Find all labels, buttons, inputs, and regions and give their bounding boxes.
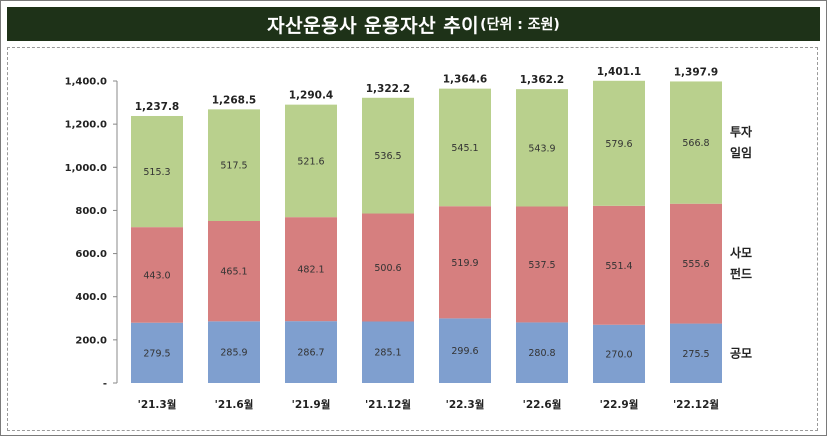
segment-value-label: 579.6 bbox=[605, 139, 632, 150]
chart-unit: (단위 : 조원) bbox=[480, 17, 560, 33]
bar-segment-1 bbox=[670, 323, 722, 383]
x-category-label: '21.3월 bbox=[138, 398, 177, 411]
segment-value-label: 465.1 bbox=[220, 267, 247, 278]
legend-label-2: 사모 bbox=[730, 245, 752, 260]
bar-segment-2 bbox=[208, 220, 260, 322]
bar-segment-2 bbox=[670, 203, 722, 324]
segment-value-label: 285.9 bbox=[220, 348, 247, 359]
bar-total-label: 1,401.1 bbox=[597, 66, 642, 78]
segment-value-label: 545.1 bbox=[451, 143, 478, 154]
y-tick-label: 1,400.0 bbox=[65, 77, 107, 88]
bar-segment-3 bbox=[285, 104, 337, 218]
bar-segment-3 bbox=[362, 97, 414, 214]
bar-segment-2 bbox=[362, 213, 414, 322]
bar-segment-1 bbox=[362, 321, 414, 383]
segment-value-label: 519.9 bbox=[451, 258, 478, 269]
bar-segment-3 bbox=[516, 89, 568, 207]
plot-area-border bbox=[7, 47, 818, 431]
legend-label-3: 일임 bbox=[730, 146, 752, 160]
segment-value-label: 566.8 bbox=[682, 138, 709, 149]
bar-segment-2 bbox=[131, 227, 183, 323]
segment-value-label: 275.5 bbox=[682, 349, 709, 360]
bar-segment-3 bbox=[593, 80, 645, 206]
bar-total-label: 1,268.5 bbox=[212, 94, 257, 106]
segment-value-label: 521.6 bbox=[297, 156, 324, 167]
bar-segment-1 bbox=[516, 322, 568, 383]
bar-total-label: 1,290.4 bbox=[289, 90, 334, 102]
y-tick-label: 400.0 bbox=[75, 292, 107, 303]
bar-segment-3 bbox=[208, 109, 260, 221]
segment-value-label: 280.8 bbox=[528, 348, 555, 359]
bar-total-label: 1,362.2 bbox=[520, 74, 565, 86]
bar-segment-3 bbox=[439, 88, 491, 207]
bar-total-label: 1,237.8 bbox=[135, 101, 180, 113]
segment-value-label: 299.6 bbox=[451, 346, 478, 357]
segment-value-label: 500.6 bbox=[374, 263, 401, 274]
segment-value-label: 517.5 bbox=[220, 161, 247, 172]
y-tick-label: 600.0 bbox=[75, 249, 107, 260]
x-category-label: '22.3월 bbox=[446, 398, 485, 411]
segment-value-label: 482.1 bbox=[297, 265, 324, 276]
legend-label-3: 투자 bbox=[730, 124, 752, 139]
bar-segment-1 bbox=[208, 321, 260, 383]
x-category-label: '21.9월 bbox=[292, 398, 331, 411]
segment-value-label: 286.7 bbox=[297, 348, 324, 359]
bar-segment-1 bbox=[285, 321, 337, 383]
segment-value-label: 285.1 bbox=[374, 348, 401, 359]
segment-value-label: 551.4 bbox=[605, 261, 632, 272]
legend-label-1: 공모 bbox=[730, 346, 752, 360]
segment-value-label: 543.9 bbox=[528, 143, 555, 154]
legend-label-2: 펀드 bbox=[730, 266, 752, 281]
chart-title: 자산운용사 운용자산 추이 bbox=[267, 14, 480, 37]
bar-segment-2 bbox=[439, 206, 491, 319]
bar-segment-2 bbox=[285, 217, 337, 322]
bar-segment-3 bbox=[131, 115, 183, 228]
bar-total-label: 1,322.2 bbox=[366, 83, 411, 95]
y-tick-label: 1,000.0 bbox=[65, 163, 107, 174]
bar-segment-1 bbox=[593, 324, 645, 383]
y-tick-label: 200.0 bbox=[75, 335, 107, 346]
y-tick-label: 800.0 bbox=[75, 206, 107, 217]
y-tick-label: - bbox=[103, 379, 107, 390]
segment-value-label: 515.3 bbox=[143, 167, 170, 178]
bar-segment-2 bbox=[516, 206, 568, 323]
segment-value-label: 443.0 bbox=[143, 270, 170, 281]
bar-total-label: 1,364.6 bbox=[443, 74, 488, 86]
x-category-label: '22.9월 bbox=[600, 398, 639, 411]
segment-value-label: 537.5 bbox=[528, 260, 555, 271]
x-category-label: '22.6월 bbox=[523, 398, 562, 411]
x-category-label: '21.6월 bbox=[215, 398, 254, 411]
segment-value-label: 536.5 bbox=[374, 151, 401, 162]
bar-segment-2 bbox=[593, 205, 645, 325]
bar-segment-1 bbox=[131, 322, 183, 383]
bar-total-label: 1,397.9 bbox=[674, 66, 719, 78]
segment-value-label: 555.6 bbox=[682, 259, 709, 270]
bar-segment-3 bbox=[670, 81, 722, 204]
y-tick-label: 1,200.0 bbox=[65, 120, 107, 131]
segment-value-label: 279.5 bbox=[143, 348, 170, 359]
segment-value-label: 270.0 bbox=[605, 349, 632, 360]
bar-segment-1 bbox=[439, 318, 491, 383]
chart-title-bar: 자산운용사 운용자산 추이 (단위 : 조원) bbox=[7, 7, 820, 41]
x-category-label: '21.12월 bbox=[365, 398, 411, 411]
x-category-label: '22.12월 bbox=[673, 398, 719, 411]
